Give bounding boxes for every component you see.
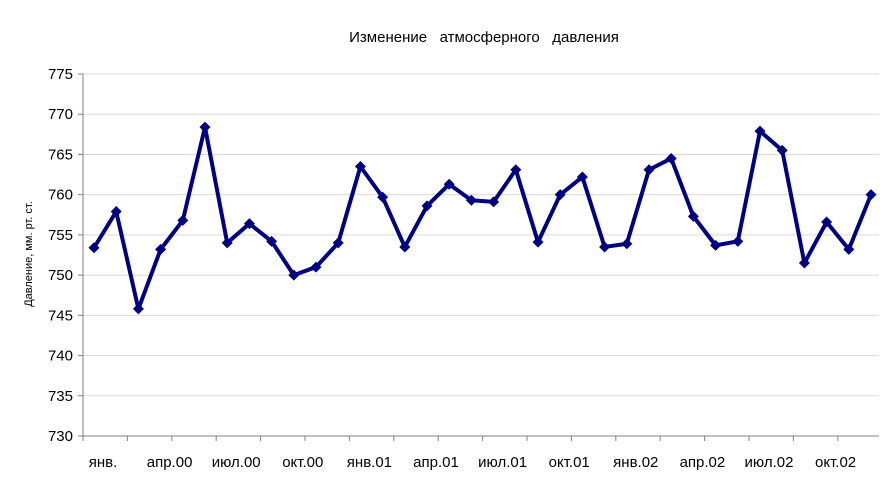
x-tick-label: янв.01 — [347, 454, 392, 471]
chart-title: Изменение атмосферного давления — [349, 29, 619, 46]
y-tick-label: 755 — [48, 227, 73, 244]
y-tick-label: 765 — [48, 146, 73, 163]
y-tick-label: 775 — [48, 66, 73, 83]
data-point — [732, 235, 744, 247]
data-point — [554, 189, 566, 201]
data-point — [199, 121, 211, 133]
data-point — [687, 210, 699, 222]
y-tick-labels: 730 735 740 745 750 755 760 765 770 775 — [48, 66, 73, 445]
x-tick-label: июл.01 — [478, 454, 527, 471]
data-point — [354, 161, 366, 173]
x-tick-labels: янв. апр.00 июл.00 окт.00 янв.01 апр.01 июл.01… — [89, 454, 856, 471]
data-point — [177, 214, 189, 226]
x-tick-label: янв.02 — [613, 454, 658, 471]
x-tick-label: апр.02 — [680, 454, 726, 471]
gridlines — [83, 73, 879, 397]
y-tick-label: 735 — [48, 388, 73, 405]
data-point — [332, 237, 344, 249]
data-point — [221, 237, 233, 249]
data-point — [576, 171, 588, 183]
data-point — [465, 194, 477, 206]
x-tick-label: окт.02 — [815, 454, 856, 471]
data-point — [266, 235, 278, 247]
series-line — [92, 125, 873, 311]
y-tick-label: 760 — [48, 187, 73, 204]
data-point — [710, 239, 722, 251]
data-point — [88, 242, 100, 254]
data-point — [754, 125, 766, 137]
data-point — [443, 178, 455, 190]
y-tick-label: 770 — [48, 106, 73, 123]
data-series — [88, 121, 877, 315]
data-point — [643, 164, 655, 176]
data-point — [599, 241, 611, 253]
data-point — [843, 243, 855, 255]
y-tick-label: 745 — [48, 307, 73, 324]
data-point — [821, 216, 833, 228]
data-point — [377, 191, 389, 203]
y-tick-label: 740 — [48, 348, 73, 365]
data-point — [621, 238, 633, 250]
data-point — [488, 196, 500, 208]
data-point — [532, 236, 544, 248]
data-point — [243, 218, 255, 230]
x-tick-label: апр.01 — [413, 454, 459, 471]
x-tick-label: янв. — [89, 454, 118, 471]
data-point — [288, 269, 300, 281]
data-point — [421, 200, 433, 212]
axes — [78, 73, 879, 441]
y-tick-label: 750 — [48, 267, 73, 284]
data-point — [310, 261, 322, 273]
data-point — [776, 144, 788, 156]
x-tick-label: окт.00 — [282, 454, 323, 471]
x-tick-label: июл.02 — [745, 454, 794, 471]
data-point — [110, 206, 122, 218]
x-tick-label: июл.00 — [212, 454, 261, 471]
data-point — [798, 257, 810, 269]
data-point — [155, 243, 167, 255]
y-axis-label: Давление, мм. рт. ст. — [23, 201, 35, 307]
data-point — [665, 152, 677, 164]
data-point — [865, 189, 877, 201]
x-tick-label: окт.01 — [549, 454, 590, 471]
x-tick-label: апр.00 — [147, 454, 193, 471]
data-point — [510, 164, 522, 176]
data-point — [132, 303, 144, 315]
y-tick-label: 730 — [48, 428, 73, 445]
data-point — [399, 241, 411, 253]
